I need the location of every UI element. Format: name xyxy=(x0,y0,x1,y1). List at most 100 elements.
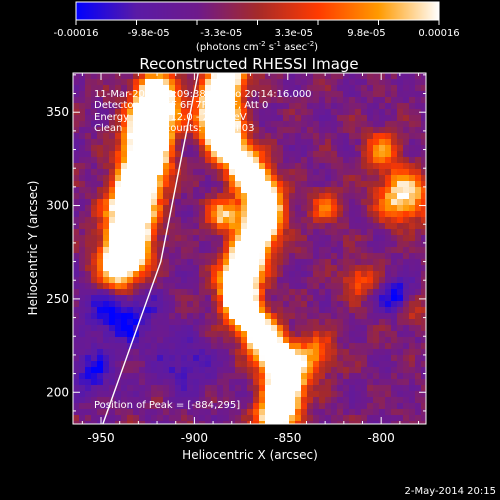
heatmap-cell xyxy=(97,97,104,104)
heatmap-cell xyxy=(319,283,326,290)
heatmap-cell xyxy=(193,379,200,386)
heatmap-cell xyxy=(271,73,278,80)
heatmap-cell xyxy=(181,379,188,386)
heatmap-cell xyxy=(223,85,230,92)
heatmap-cell xyxy=(259,175,266,182)
heatmap-cell xyxy=(325,379,332,386)
heatmap-cell xyxy=(415,415,422,422)
heatmap-cell xyxy=(337,73,344,80)
heatmap-cell xyxy=(139,157,146,164)
heatmap-cell xyxy=(385,211,392,218)
heatmap-cell xyxy=(421,265,426,272)
heatmap-cell xyxy=(199,403,206,410)
heatmap-cell xyxy=(307,397,314,404)
heatmap-cell xyxy=(193,307,200,314)
heatmap-cell xyxy=(97,349,104,356)
heatmap-cell xyxy=(385,91,392,98)
heatmap-cell xyxy=(139,193,146,200)
heatmap-cell xyxy=(79,379,86,386)
heatmap-cell xyxy=(181,211,188,218)
heatmap-cell xyxy=(175,379,182,386)
heatmap-cell xyxy=(181,247,188,254)
heatmap-cell xyxy=(409,133,416,140)
heatmap-cell xyxy=(337,289,344,296)
heatmap-cell xyxy=(97,271,104,278)
heatmap-cell xyxy=(91,373,98,380)
heatmap-cell xyxy=(319,421,326,424)
heatmap-cell xyxy=(259,403,266,410)
heatmap-cell xyxy=(133,121,140,128)
heatmap-cell xyxy=(199,223,206,230)
heatmap-cell xyxy=(169,145,176,152)
heatmap-cell xyxy=(85,391,92,398)
heatmap-cell xyxy=(151,367,158,374)
heatmap-cell xyxy=(415,409,422,416)
heatmap-cell xyxy=(187,421,194,424)
heatmap-cell xyxy=(133,229,140,236)
heatmap-cell xyxy=(277,421,284,424)
heatmap-cell xyxy=(97,391,104,398)
heatmap-cell xyxy=(265,91,272,98)
heatmap-cell xyxy=(175,97,182,104)
heatmap-cell xyxy=(373,319,380,326)
heatmap-cell xyxy=(223,337,230,344)
heatmap-cell xyxy=(79,265,86,272)
heatmap-cell xyxy=(205,103,212,110)
heatmap-cell xyxy=(331,151,338,158)
heatmap-cell xyxy=(175,181,182,188)
heatmap-cell xyxy=(205,247,212,254)
heatmap-cell xyxy=(373,205,380,212)
heatmap-cell xyxy=(151,415,158,422)
heatmap-cell xyxy=(103,265,110,272)
heatmap-cell xyxy=(145,133,152,140)
heatmap-cell xyxy=(205,133,212,140)
heatmap-cell xyxy=(355,361,362,368)
heatmap-cell xyxy=(145,325,152,332)
heatmap-cell xyxy=(85,109,92,116)
heatmap-cell xyxy=(169,109,176,116)
heatmap-cell xyxy=(271,421,278,424)
heatmap-cell xyxy=(409,193,416,200)
heatmap-cell xyxy=(103,247,110,254)
heatmap-cell xyxy=(283,103,290,110)
heatmap-cell xyxy=(421,337,426,344)
heatmap-cell xyxy=(367,307,374,314)
heatmap-cell xyxy=(199,103,206,110)
heatmap-cell xyxy=(325,367,332,374)
heatmap-cell xyxy=(205,91,212,98)
heatmap-cell xyxy=(421,349,426,356)
heatmap-cell xyxy=(115,151,122,158)
heatmap-cell xyxy=(301,421,308,424)
heatmap-cell xyxy=(253,223,260,230)
heatmap-cell xyxy=(223,241,230,248)
x-tick-label: -850 xyxy=(274,431,301,445)
heatmap-cell xyxy=(103,139,110,146)
heatmap-cell xyxy=(265,253,272,260)
heatmap-cell xyxy=(421,127,426,134)
heatmap-cell xyxy=(397,97,404,104)
heatmap-cell xyxy=(307,145,314,152)
heatmap-cell xyxy=(337,97,344,104)
heatmap-cell xyxy=(103,349,110,356)
heatmap-cell xyxy=(361,361,368,368)
heatmap-cell xyxy=(325,187,332,194)
heatmap-cell xyxy=(97,367,104,374)
heatmap-cell xyxy=(241,175,248,182)
heatmap-cell xyxy=(157,103,164,110)
heatmap-cell xyxy=(217,187,224,194)
heatmap-cell xyxy=(145,109,152,116)
heatmap-cell xyxy=(349,103,356,110)
heatmap-cell xyxy=(223,133,230,140)
heatmap-cell xyxy=(379,343,386,350)
heatmap-cell xyxy=(331,85,338,92)
heatmap-cell xyxy=(319,103,326,110)
heatmap-cell xyxy=(337,181,344,188)
heatmap-cell xyxy=(229,223,236,230)
heatmap-cell xyxy=(139,301,146,308)
heatmap-cell xyxy=(277,289,284,296)
peak-position-label: Position of Peak = [-884,295] xyxy=(94,400,240,411)
heatmap-cell xyxy=(205,271,212,278)
heatmap-cell xyxy=(193,391,200,398)
heatmap-cell xyxy=(307,319,314,326)
heatmap-cell xyxy=(379,235,386,242)
